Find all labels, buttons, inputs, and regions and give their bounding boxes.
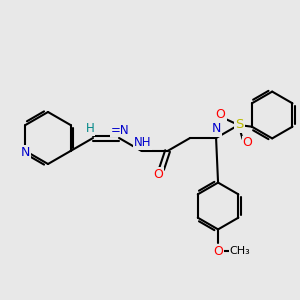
Text: NH: NH [134,136,151,149]
Text: N: N [212,122,221,136]
Text: O: O [213,245,223,258]
Text: N: N [21,146,30,158]
Text: O: O [154,167,164,181]
Text: S: S [236,118,244,131]
Text: CH₃: CH₃ [230,246,250,256]
Text: O: O [243,136,253,149]
Text: H: H [86,122,94,136]
Text: O: O [216,109,226,122]
Text: =N: =N [111,124,129,136]
